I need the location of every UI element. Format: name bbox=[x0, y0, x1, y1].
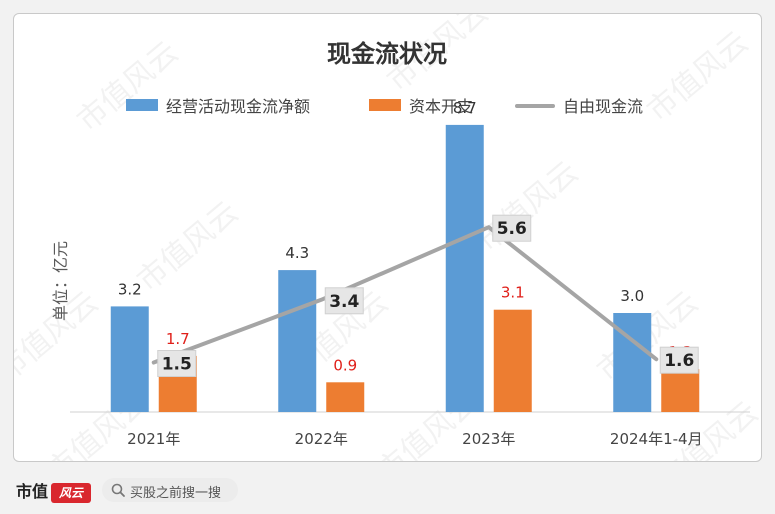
bar-data-label: 1.7 bbox=[166, 330, 190, 348]
x-tick-label: 2021年 bbox=[127, 430, 180, 448]
line-data-label: 1.5 bbox=[162, 355, 192, 375]
bar bbox=[445, 124, 484, 413]
x-tick-label: 2023年 bbox=[462, 430, 515, 448]
legend-label: 经营活动现金流净额 bbox=[166, 97, 310, 116]
line-data-label: 5.6 bbox=[497, 219, 527, 239]
bar bbox=[493, 309, 532, 412]
footer: 市值 风云 买股之前搜一搜 bbox=[0, 468, 775, 514]
brand-name: 市值 bbox=[16, 482, 49, 501]
line-data-label: 3.4 bbox=[329, 292, 359, 312]
brand[interactable]: 市值 风云 bbox=[16, 478, 92, 503]
watermark-text: 市值风云 bbox=[641, 25, 755, 129]
legend-swatch bbox=[126, 99, 158, 111]
bar-data-label: 3.2 bbox=[118, 280, 142, 298]
line-label-box bbox=[659, 346, 699, 374]
chart-title: 现金流状况 bbox=[327, 40, 447, 68]
line-label-box bbox=[324, 287, 364, 315]
x-ticks: 2021年 2022年 2023年 2024年1-4月 bbox=[127, 430, 702, 448]
bar-data-label: 8.7 bbox=[453, 99, 477, 117]
legend-item: 自由现金流 bbox=[515, 97, 643, 116]
bar-data-label: 3.1 bbox=[501, 284, 525, 302]
bar bbox=[278, 270, 317, 412]
line-label-box bbox=[157, 350, 197, 377]
line-label-box bbox=[492, 214, 532, 242]
watermark-text: 市值风云 bbox=[471, 155, 585, 259]
bar-data-label: 0.9 bbox=[333, 356, 357, 374]
legend-label: 自由现金流 bbox=[563, 97, 643, 116]
legend-item: 经营活动现金流净额 bbox=[126, 97, 310, 116]
watermark-text: 市值风云 bbox=[71, 35, 185, 139]
watermark-text: 市值风云 bbox=[131, 195, 245, 299]
line-series: 1.5 3.4 5.6 1.6 bbox=[151, 214, 699, 377]
legend: 经营活动现金流净额 资本开支 自由现金流 bbox=[126, 97, 643, 116]
search-icon bbox=[111, 483, 125, 497]
bar bbox=[110, 306, 149, 412]
y-axis-label: 单位：亿元 bbox=[51, 241, 70, 321]
search-box[interactable]: 买股之前搜一搜 bbox=[102, 478, 238, 502]
bar-data-label: 4.3 bbox=[285, 244, 309, 262]
bar bbox=[326, 382, 365, 412]
bar bbox=[661, 369, 700, 412]
x-tick-label: 2022年 bbox=[295, 430, 348, 448]
legend-swatch bbox=[369, 99, 401, 111]
brand-logo: 风云 bbox=[51, 482, 92, 503]
search-text: 买股之前搜一搜 bbox=[130, 486, 222, 501]
chart-card: 市值风云 市值风云 市值风云 市值风云 市值风云 市值风云 市值风云 市值风云 市值风云 市值风云… bbox=[0, 0, 765, 499]
series-line bbox=[151, 225, 659, 365]
bar-data-label: 3.0 bbox=[620, 287, 644, 305]
legend-label: 资本开支 bbox=[409, 97, 473, 116]
legend-item: 资本开支 bbox=[369, 97, 473, 116]
x-tick-label: 2024年1-4月 bbox=[610, 430, 703, 448]
line-data-label: 1.6 bbox=[664, 351, 694, 371]
